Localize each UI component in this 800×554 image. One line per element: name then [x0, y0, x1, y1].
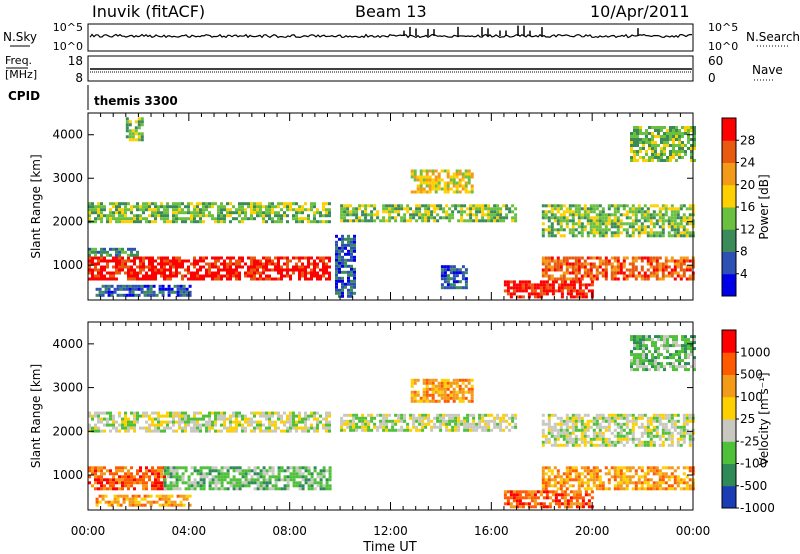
velocity-panel: 1000 2000 3000 4000 Slant Range [km] 1000 500 1…	[29, 321, 775, 515]
scatter-band	[541, 256, 695, 281]
colorbar-label: Power [dB]	[757, 174, 771, 239]
colorbar-segment	[722, 330, 736, 353]
colorbar-segment	[722, 207, 736, 230]
scatter-band	[440, 265, 468, 290]
station-title: Inuvik (fitACF)	[92, 2, 205, 21]
freq-panel	[87, 55, 694, 82]
noise-tick-bottom-right: 10^0	[708, 40, 738, 53]
x-tick-label: 00:00	[71, 524, 106, 538]
y-tick-label: 3000	[52, 381, 83, 395]
scatter-band	[541, 466, 695, 491]
y-tick-label: 1000	[52, 258, 83, 272]
scatter-band	[88, 202, 331, 224]
y-axis-label: Slant Range [km]	[29, 364, 43, 468]
scatter-band	[95, 284, 192, 297]
scatter-band	[410, 169, 474, 194]
colorbar-segment	[722, 352, 736, 375]
colorbar-tick-label: 12	[740, 222, 755, 236]
scatter-band	[541, 204, 695, 238]
y-tick-label: 1000	[52, 468, 83, 482]
colorbar-segment	[722, 396, 736, 420]
noise-tick-bottom-left: 10^0	[53, 40, 83, 53]
scatter-band	[340, 413, 518, 432]
colorbar-tick-label: -1000	[740, 501, 775, 515]
colorbar-segment	[722, 140, 736, 163]
colorbar-segment	[722, 251, 736, 275]
colorbar-tick-label: -25	[740, 434, 760, 448]
beam-title: Beam 13	[355, 2, 427, 21]
colorbar-segment	[722, 229, 736, 252]
freq-label-line1: Freq.	[5, 54, 32, 67]
y-tick-label: 2000	[52, 215, 83, 229]
scatter-band	[125, 117, 144, 142]
freq-tick-bottom: 8	[75, 71, 83, 85]
colorbar-segment	[722, 419, 736, 442]
scatter-band	[88, 411, 331, 433]
colorbar-segment	[722, 118, 736, 141]
y-tick-label: 4000	[52, 128, 83, 142]
colorbar-tick-label: 1000	[740, 345, 771, 359]
nsky-label: N.Sky	[3, 30, 37, 44]
scatter-band	[630, 126, 696, 162]
cpid-value: themis 3300	[94, 94, 178, 108]
scatter-band	[541, 413, 695, 447]
scatter-band	[410, 378, 474, 403]
y-tick-label: 4000	[52, 337, 83, 351]
x-tick-label: 08:00	[272, 524, 307, 538]
power-panel: 1000 2000 3000 4000 Slant Range [km] 28 24 20 16…	[29, 112, 771, 301]
x-tick-label: 00:00	[676, 524, 711, 538]
scatter-band	[88, 466, 166, 491]
scatter-band	[630, 335, 696, 372]
time-axis: 00:00 04:00 08:00 12:00 16:00 20:00 00:00	[71, 524, 711, 538]
colorbar-tick-label: 25	[740, 412, 755, 426]
scatter-band	[88, 256, 331, 281]
colorbar-segment	[722, 374, 736, 398]
colorbar-segment	[722, 273, 736, 297]
colorbar-segment	[722, 441, 736, 464]
scatter-band	[163, 466, 332, 491]
x-tick-label: 12:00	[373, 524, 408, 538]
freq-tick-top: 18	[68, 54, 83, 68]
scatter-band	[503, 280, 594, 299]
nsearch-label: N.Search	[746, 30, 800, 44]
scatter-band	[88, 247, 139, 257]
colorbar-tick-label: -100	[740, 457, 767, 471]
date-title: 10/Apr/2011	[590, 2, 690, 21]
colorbar-tick-label: 16	[740, 200, 755, 214]
colorbar-tick-label: 28	[740, 133, 755, 147]
cpid-label: CPID	[8, 89, 40, 103]
nave-label: Nave	[752, 63, 783, 77]
noise-tick-top-right: 10^5	[708, 21, 738, 34]
colorbar-tick-label: 4	[740, 267, 748, 281]
nave-tick-top: 60	[708, 54, 723, 68]
scatter-band	[503, 490, 594, 509]
colorbar-tick-label: 500	[740, 368, 763, 382]
colorbar-tick-label: 100	[740, 390, 763, 404]
nave-tick-bottom: 0	[708, 71, 716, 85]
scatter-band	[95, 494, 192, 507]
colorbar-tick-label: 24	[740, 156, 755, 170]
colorbar-segment	[722, 184, 736, 208]
colorbar-tick-label: 8	[740, 245, 748, 259]
colorbar-segment	[722, 463, 736, 487]
scatter-band	[335, 234, 356, 298]
freq-label-line2: [MHz]	[5, 68, 37, 81]
x-tick-label: 04:00	[172, 524, 207, 538]
y-tick-label: 2000	[52, 424, 83, 438]
x-tick-label: 16:00	[474, 524, 509, 538]
colorbar-tick-label: -500	[740, 479, 767, 493]
noise-trace	[89, 25, 693, 39]
colorbar-label: Velocity [m s⁻¹]	[757, 372, 771, 465]
noise-tick-top-left: 10^5	[53, 21, 83, 34]
noise-panel	[87, 23, 694, 52]
x-axis-label: Time UT	[362, 540, 416, 554]
y-axis-label: Slant Range [km]	[29, 154, 43, 258]
colorbar-segment	[722, 162, 736, 186]
colorbar-tick-label: 20	[740, 178, 755, 192]
x-tick-label: 20:00	[575, 524, 610, 538]
y-tick-label: 3000	[52, 171, 83, 185]
scatter-band	[340, 204, 518, 223]
colorbar-segment	[722, 485, 736, 509]
